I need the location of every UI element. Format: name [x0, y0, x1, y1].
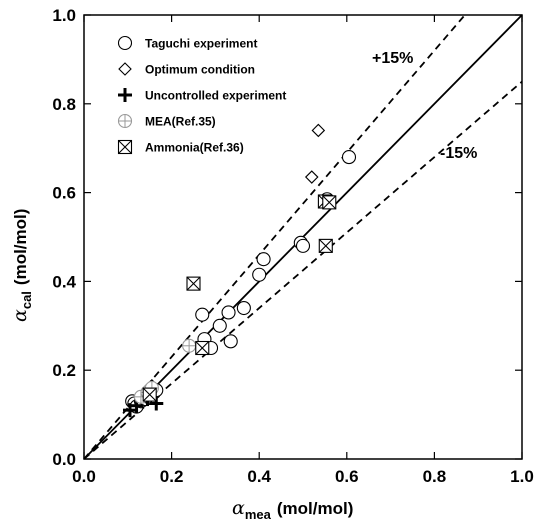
legend-item: Ammonia(Ref.36) — [117, 139, 244, 155]
x-tick-label: 1.0 — [510, 467, 534, 486]
legend-label: Ammonia(Ref.36) — [145, 141, 244, 155]
legend-item: Uncontrolled experiment — [118, 88, 286, 103]
data-point-circle — [236, 300, 251, 316]
x-tick-label: 0.0 — [72, 467, 96, 486]
legend-label: Taguchi experiment — [145, 37, 257, 51]
y-tick-label: 0.0 — [52, 450, 76, 469]
legend-marker-plus — [118, 88, 132, 102]
data-point-diamond — [311, 123, 326, 138]
data-point-circle — [252, 267, 267, 282]
data-point-circle — [341, 150, 357, 165]
y-axis-unit: (mol/mol) — [11, 209, 30, 286]
y-tick-label: 0.4 — [52, 272, 76, 291]
plot-area — [83, 14, 523, 460]
legend-label: Optimum condition — [145, 63, 255, 77]
legend-item: Optimum condition — [118, 62, 255, 77]
data-points — [122, 123, 357, 418]
data-point-box-x — [322, 195, 337, 210]
legend-marker-diamond — [118, 62, 132, 76]
annotation-minus-15: -15% — [440, 145, 477, 162]
legend-label: MEA(Ref.35) — [145, 115, 216, 129]
y-axis-subscript: cal — [19, 291, 34, 309]
legend-item: MEA(Ref.35) — [117, 113, 216, 129]
y-axis-ticks: 0.0 0.2 0.4 0.6 0.8 1.0 — [52, 6, 522, 469]
y-tick-label: 0.8 — [52, 95, 76, 114]
legend-label: Uncontrolled experiment — [145, 89, 286, 103]
y-tick-label: 1.0 — [52, 6, 76, 25]
data-point-circle — [256, 252, 271, 267]
x-tick-label: 0.2 — [160, 467, 184, 486]
y-axis-symbol: α — [9, 309, 31, 322]
x-axis-subscript: mea — [245, 507, 272, 522]
y-tick-label: 0.6 — [52, 184, 76, 203]
data-point-circle — [221, 305, 236, 320]
data-point-box-x — [142, 387, 157, 402]
legend-marker-circle-cross — [117, 113, 133, 129]
x-axis-unit: (mol/mol) — [277, 499, 354, 518]
legend-marker-box-x — [117, 139, 133, 155]
x-axis-symbol: α — [232, 497, 245, 519]
x-tick-label: 0.4 — [247, 467, 271, 486]
x-tick-label: 0.6 — [335, 467, 359, 486]
x-tick-label: 0.8 — [423, 467, 447, 486]
legend-item: Taguchi experiment — [117, 35, 257, 51]
annotation-plus-15: +15% — [372, 50, 413, 67]
x-axis-ticks: 0.0 0.2 0.4 0.6 0.8 1.0 — [72, 15, 534, 486]
data-point-circle-cross — [182, 338, 197, 353]
data-point-circle — [295, 238, 311, 253]
y-tick-label: 0.2 — [52, 361, 76, 380]
data-point-box-x — [186, 276, 201, 291]
y-axis-title: αcal (mol/mol) — [9, 209, 34, 322]
data-point-box-x — [195, 340, 210, 356]
data-point-diamond — [304, 170, 319, 184]
data-point-circle — [212, 318, 227, 333]
x-axis-title: αmea (mol/mol) — [232, 497, 353, 522]
data-point-circle — [195, 307, 210, 322]
plot-frame — [83, 14, 523, 460]
data-point-box-x — [318, 238, 333, 253]
data-point-circle — [223, 334, 238, 349]
legend-marker-circle — [117, 35, 133, 51]
legend: Taguchi experiment Optimum condition Uncon… — [117, 35, 286, 155]
